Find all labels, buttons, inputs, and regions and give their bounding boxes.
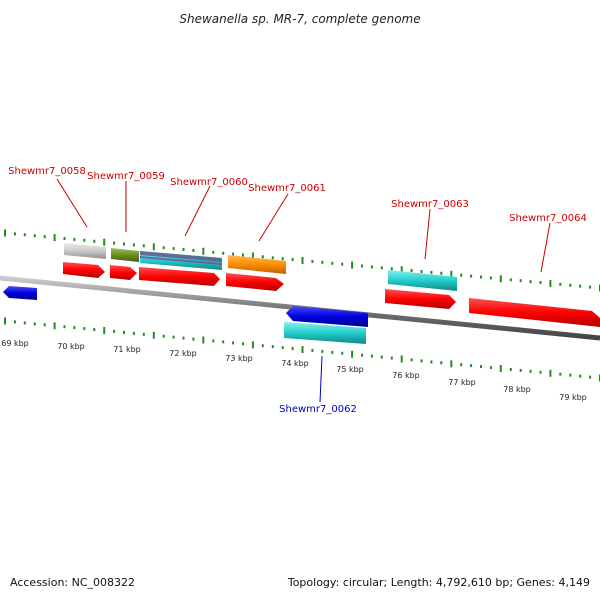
gene-label-0063[interactable]: Shewmr7_0063 bbox=[391, 199, 469, 210]
cds-0063[interactable] bbox=[388, 270, 457, 291]
ruler-label: 78 kbp bbox=[503, 385, 531, 394]
leader-0064 bbox=[540, 222, 551, 273]
ruler-label: 79 kbp bbox=[559, 393, 587, 402]
gene-arrow-0063[interactable] bbox=[385, 289, 456, 309]
cds-0062[interactable] bbox=[284, 322, 366, 344]
ruler-label: 74 kbp bbox=[281, 359, 309, 368]
leader-0063 bbox=[424, 208, 431, 260]
genome-summary-text: Topology: circular; Length: 4,792,610 bp… bbox=[287, 576, 590, 589]
ruler-label: 73 kbp bbox=[225, 354, 253, 363]
ruler-label: 77 kbp bbox=[448, 378, 476, 387]
ruler-label: 75 kbp bbox=[336, 365, 364, 374]
ruler-label: 71 kbp bbox=[113, 345, 141, 354]
gene-label-0060[interactable]: Shewmr7_0060 bbox=[170, 177, 248, 188]
gene-arrow-0058[interactable] bbox=[63, 262, 105, 278]
ruler-label: 76 kbp bbox=[392, 371, 420, 380]
accession-text: Accession: NC_008322 bbox=[10, 576, 135, 589]
gene-label-0061[interactable]: Shewmr7_0061 bbox=[248, 183, 326, 194]
leader-0061 bbox=[258, 193, 289, 242]
ruler-label: 70 kbp bbox=[57, 342, 85, 351]
cds-0058[interactable] bbox=[64, 243, 106, 259]
ruler-labels: 69 kbp 70 kbp 71 kbp 72 kbp 73 kbp 74 kb… bbox=[1, 339, 587, 402]
cds-0059[interactable] bbox=[111, 248, 139, 262]
gene-label-0064[interactable]: Shewmr7_0064 bbox=[509, 213, 587, 224]
cds-0060-stripe bbox=[140, 251, 222, 262]
gene-arrow-0059[interactable] bbox=[110, 265, 137, 280]
leader-0062 bbox=[319, 355, 323, 403]
gene-arrow-0061[interactable] bbox=[226, 273, 284, 291]
map-title: Shewanella sp. MR-7, complete genome bbox=[179, 12, 420, 26]
label-leaders bbox=[56, 178, 551, 273]
gene-arrow-left[interactable] bbox=[3, 286, 37, 300]
tick-tracks bbox=[4, 229, 600, 382]
leader-0058 bbox=[56, 178, 88, 228]
gene-label-0059[interactable]: Shewmr7_0059 bbox=[87, 171, 165, 182]
gene-label-0058[interactable]: Shewmr7_0058 bbox=[8, 166, 86, 177]
cds-0061[interactable] bbox=[228, 255, 286, 274]
gene-label-0062[interactable]: Shewmr7_0062 bbox=[279, 404, 357, 415]
gene-arrow-0062[interactable] bbox=[286, 306, 368, 327]
gene-arrow-0060[interactable] bbox=[139, 267, 220, 286]
gene-arrow-0064[interactable] bbox=[469, 298, 600, 327]
ruler-label: 69 kbp bbox=[1, 339, 29, 348]
leader-0060 bbox=[184, 185, 211, 237]
ruler-label: 72 kbp bbox=[169, 349, 197, 358]
cds-features bbox=[64, 243, 457, 344]
gene-arrows bbox=[3, 262, 600, 327]
cds-0060-stripe-2 bbox=[140, 256, 222, 265]
